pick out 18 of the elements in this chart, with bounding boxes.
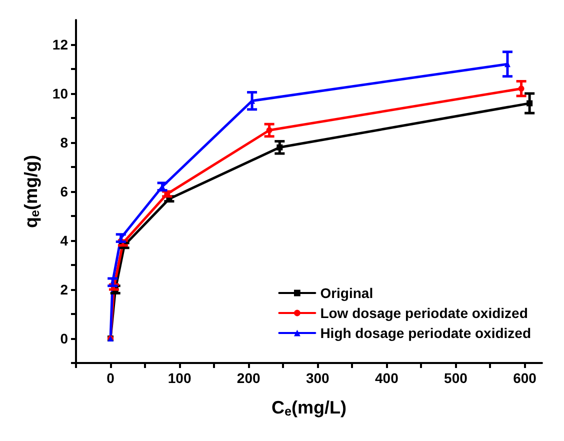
y-tick-label: 8 — [60, 134, 68, 150]
y-tick-label: 4 — [60, 232, 68, 248]
x-tick-label: 400 — [374, 370, 399, 386]
legend-label: Low dosage periodate oxidized — [320, 305, 528, 321]
legend-label: High dosage periodate oxidized — [320, 325, 532, 341]
x-tick-label: 300 — [306, 370, 330, 386]
y-tick-label: 0 — [60, 330, 68, 346]
y-axis-title: qe(mg/g) — [20, 155, 42, 228]
y-tick-label: 2 — [60, 282, 68, 298]
x-tick-label: 600 — [513, 370, 537, 386]
x-tick-label: 0 — [106, 370, 115, 386]
legend-label: Original — [320, 285, 374, 301]
x-tick-label: 200 — [236, 370, 260, 386]
x-tick-label: 100 — [168, 370, 192, 386]
y-tick-label: 6 — [60, 184, 68, 200]
y-tick-label: 12 — [52, 36, 68, 52]
x-tick-label: 500 — [444, 370, 468, 386]
y-tick-label: 10 — [52, 86, 68, 102]
